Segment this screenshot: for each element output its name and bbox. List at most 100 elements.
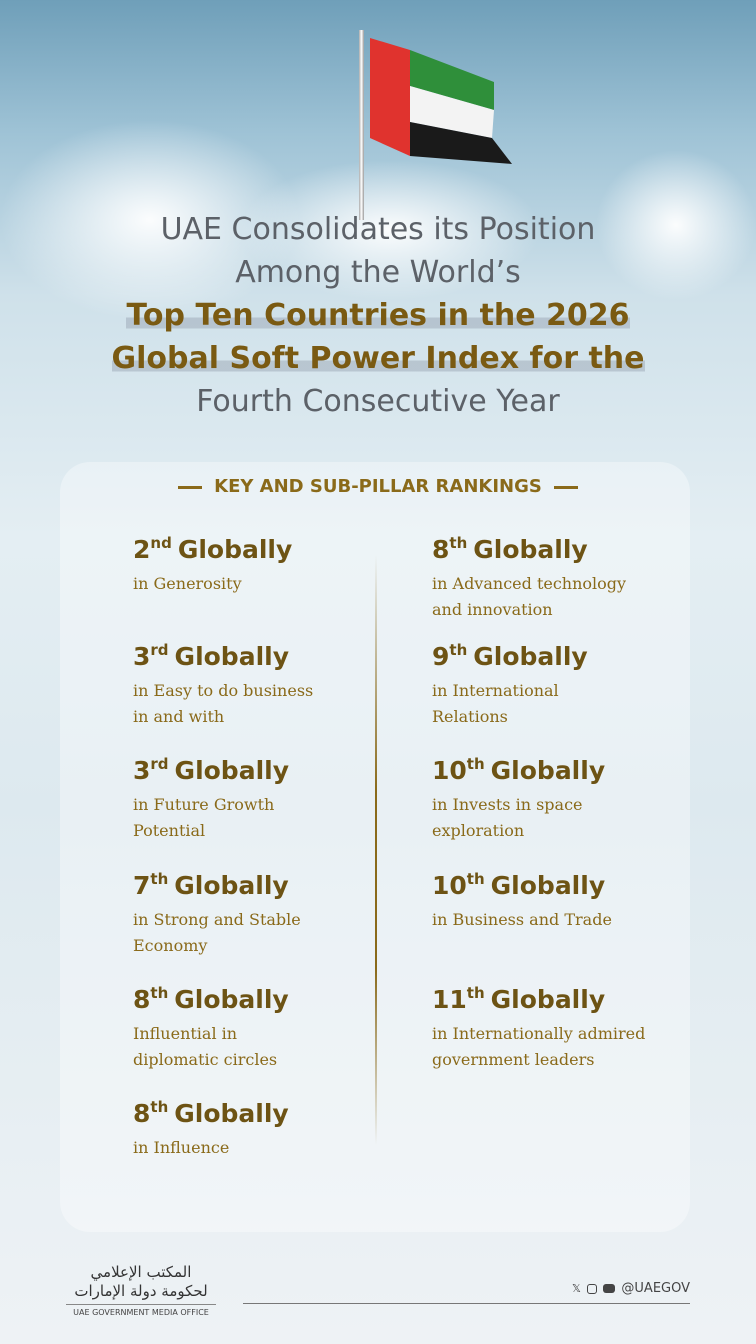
rank-heading: 10th Globally [432, 749, 687, 786]
ranking-item: 3rd Globally in Future Growth Potential [133, 749, 373, 844]
rank-number: 8 [432, 535, 450, 564]
rank-heading: 9th Globally [432, 635, 687, 672]
rank-suffix: th [449, 534, 468, 552]
rank-word: Globally [174, 1099, 289, 1128]
rank-desc-line: in Easy to do business [133, 681, 314, 700]
rank-description: in Internationally admired government lea… [432, 1021, 687, 1073]
ranking-item: 8th Globally Influential in diplomatic cir… [133, 978, 373, 1073]
rank-word: Globally [473, 642, 588, 671]
rank-suffix: nd [150, 534, 172, 552]
youtube-icon[interactable] [603, 1284, 616, 1293]
logo-arabic: المكتب الإعلامي [90, 1263, 192, 1281]
rank-word: Globally [473, 535, 588, 564]
rank-word: Globally [174, 985, 289, 1014]
section-title: KEY AND SUB-PILLAR RANKINGS [0, 476, 756, 497]
media-office-logo: المكتب الإعلامي لحكومة دولة الإمارات UAE… [66, 1263, 216, 1317]
rank-heading: 10th Globally [432, 864, 687, 901]
rank-heading: 7th Globally [133, 864, 373, 901]
rank-suffix: rd [150, 641, 169, 659]
rank-suffix: th [466, 984, 485, 1002]
headline-line: Fourth Consecutive Year [196, 384, 560, 419]
ranking-item: 10th Globally in Business and Trade [432, 864, 687, 933]
headline: UAE Consolidates its Position Among the … [0, 208, 756, 423]
rank-number: 9 [432, 642, 450, 671]
x-icon[interactable]: 𝕏 [571, 1281, 581, 1295]
rank-number: 8 [133, 985, 151, 1014]
rank-desc-line: Potential [133, 821, 206, 840]
rank-heading: 8th Globally [432, 528, 687, 565]
rank-desc-line: in and with [133, 707, 225, 726]
rank-word: Globally [490, 871, 606, 900]
rank-suffix: th [150, 1098, 169, 1116]
rank-desc-line: Influential in [133, 1024, 238, 1043]
rank-heading: 2nd Globally [133, 528, 373, 565]
rank-suffix: th [150, 984, 169, 1002]
headline-highlight: Global Soft Power Index for the [111, 337, 645, 380]
rank-description: in Business and Trade [432, 907, 687, 933]
rank-desc-line: in Internationally admired [432, 1024, 646, 1043]
headline-highlight: Top Ten Countries in the 2026 [126, 294, 630, 337]
rank-word: Globally [490, 985, 606, 1014]
rank-desc-line: in Advanced technology [432, 574, 627, 593]
headline-line: UAE Consolidates its Position [160, 212, 596, 247]
rank-description: in Future Growth Potential [133, 792, 373, 844]
rank-desc-line: in Invests in space [432, 795, 583, 814]
rank-suffix: th [449, 641, 468, 659]
ranking-item: 7th Globally in Strong and Stable Economy [133, 864, 373, 959]
section-title-text: KEY AND SUB-PILLAR RANKINGS [214, 476, 542, 497]
rank-description: in Easy to do business in and with [133, 678, 373, 730]
flag-pole [359, 30, 364, 220]
dash-divider [553, 485, 578, 489]
rank-description: in Generosity [133, 571, 373, 597]
rank-word: Globally [490, 756, 606, 785]
dash-divider [178, 485, 203, 489]
rank-desc-line: diplomatic circles [133, 1050, 278, 1069]
social-handle[interactable]: @UAEGOV [621, 1281, 690, 1296]
rank-suffix: rd [150, 755, 169, 773]
ranking-item: 9th Globally in International Relations [432, 635, 687, 730]
rank-desc-line: in International [432, 681, 559, 700]
ranking-item: 8th Globally in Advanced technology and in… [432, 528, 687, 623]
cloud [596, 150, 756, 300]
rank-desc-line: and innovation [432, 600, 553, 619]
rank-description: in Invests in space exploration [432, 792, 687, 844]
ranking-item: 2nd Globally in Generosity [133, 528, 373, 597]
ranking-item: 3rd Globally in Easy to do business in and… [133, 635, 373, 730]
rank-description: in Advanced technology and innovation [432, 571, 687, 623]
uae-flag [370, 38, 512, 164]
rank-number: 8 [133, 1099, 151, 1128]
rank-suffix: th [150, 870, 169, 888]
rank-desc-line: in Generosity [133, 574, 242, 593]
social-links: 𝕏 @UAEGOV [571, 1281, 690, 1296]
rank-desc-line: in Influence [133, 1138, 230, 1157]
rank-suffix: th [466, 755, 485, 773]
rank-number: 2 [133, 535, 151, 564]
rank-heading: 8th Globally [133, 1092, 373, 1129]
rank-desc-line: Economy [133, 936, 208, 955]
rank-number: 11 [432, 985, 467, 1014]
rank-number: 3 [133, 756, 151, 785]
rank-heading: 3rd Globally [133, 749, 373, 786]
rank-word: Globally [174, 871, 289, 900]
rank-word: Globally [174, 642, 290, 671]
rank-desc-line: government leaders [432, 1050, 595, 1069]
ranking-item: 11th Globally in Internationally admired g… [432, 978, 687, 1073]
rank-description: in International Relations [432, 678, 687, 730]
rank-desc-line: in Business and Trade [432, 910, 612, 929]
rank-number: 3 [133, 642, 151, 671]
column-divider [375, 555, 377, 1145]
instagram-icon[interactable] [587, 1283, 598, 1294]
rank-word: Globally [177, 535, 293, 564]
rank-heading: 8th Globally [133, 978, 373, 1015]
rank-number: 10 [432, 756, 467, 785]
rank-description: in Influence [133, 1135, 373, 1161]
rank-heading: 3rd Globally [133, 635, 373, 672]
rank-desc-line: Relations [432, 707, 508, 726]
ranking-item: 10th Globally in Invests in space explorat… [432, 749, 687, 844]
rank-word: Globally [174, 756, 290, 785]
rank-heading: 11th Globally [432, 978, 687, 1015]
headline-line: Among the World’s [235, 255, 521, 290]
rank-description: in Strong and Stable Economy [133, 907, 373, 959]
rank-description: Influential in diplomatic circles [133, 1021, 373, 1073]
rank-number: 10 [432, 871, 467, 900]
